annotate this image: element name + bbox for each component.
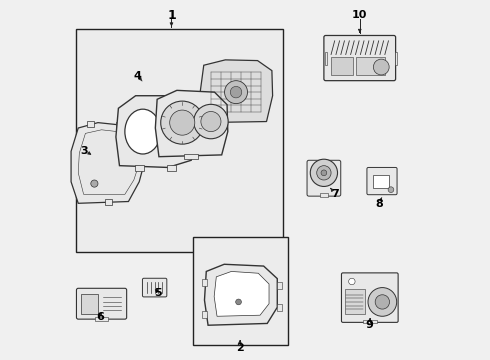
Bar xyxy=(135,165,144,171)
FancyBboxPatch shape xyxy=(367,167,397,195)
Text: 3: 3 xyxy=(80,145,87,156)
Circle shape xyxy=(236,299,242,305)
Polygon shape xyxy=(71,123,147,203)
Bar xyxy=(116,122,123,127)
Text: 1: 1 xyxy=(167,9,176,22)
Circle shape xyxy=(321,170,327,176)
Circle shape xyxy=(91,180,98,187)
Circle shape xyxy=(373,59,389,75)
Text: 8: 8 xyxy=(376,199,383,209)
Bar xyxy=(276,304,282,311)
Bar xyxy=(394,51,397,64)
Polygon shape xyxy=(116,96,196,167)
Ellipse shape xyxy=(165,112,193,148)
Text: 5: 5 xyxy=(154,288,162,298)
FancyBboxPatch shape xyxy=(307,160,341,196)
Circle shape xyxy=(317,166,331,180)
Bar xyxy=(356,57,385,75)
FancyBboxPatch shape xyxy=(342,273,398,322)
Text: 6: 6 xyxy=(96,312,104,322)
Circle shape xyxy=(388,187,394,193)
Bar xyxy=(319,193,328,197)
Bar xyxy=(324,51,327,64)
Bar xyxy=(201,279,207,286)
Circle shape xyxy=(161,101,204,144)
Polygon shape xyxy=(204,264,277,325)
Bar xyxy=(87,121,95,127)
Text: 7: 7 xyxy=(332,189,339,199)
Bar xyxy=(373,175,389,188)
Circle shape xyxy=(201,112,221,132)
Bar xyxy=(105,199,112,205)
Bar xyxy=(363,320,377,323)
Circle shape xyxy=(310,159,338,186)
Bar xyxy=(331,57,353,75)
Circle shape xyxy=(224,81,247,104)
Bar xyxy=(193,237,288,345)
Circle shape xyxy=(349,278,355,285)
Polygon shape xyxy=(200,60,272,123)
Circle shape xyxy=(170,110,195,135)
Bar xyxy=(201,311,207,318)
FancyBboxPatch shape xyxy=(143,278,167,297)
FancyBboxPatch shape xyxy=(324,36,395,81)
Polygon shape xyxy=(155,90,228,157)
Bar xyxy=(81,294,98,314)
Text: 2: 2 xyxy=(236,343,244,353)
Bar xyxy=(345,289,365,315)
Polygon shape xyxy=(214,271,269,316)
Circle shape xyxy=(375,295,390,309)
Ellipse shape xyxy=(125,109,161,154)
Text: 9: 9 xyxy=(366,320,374,330)
Text: 10: 10 xyxy=(352,10,368,20)
Text: 4: 4 xyxy=(133,71,141,81)
Circle shape xyxy=(368,288,397,316)
Bar xyxy=(95,317,108,321)
Bar xyxy=(167,165,176,171)
Circle shape xyxy=(230,86,242,98)
FancyBboxPatch shape xyxy=(76,288,126,319)
Bar xyxy=(184,154,198,159)
Circle shape xyxy=(194,104,228,139)
Bar xyxy=(76,30,283,252)
Bar xyxy=(276,282,282,289)
